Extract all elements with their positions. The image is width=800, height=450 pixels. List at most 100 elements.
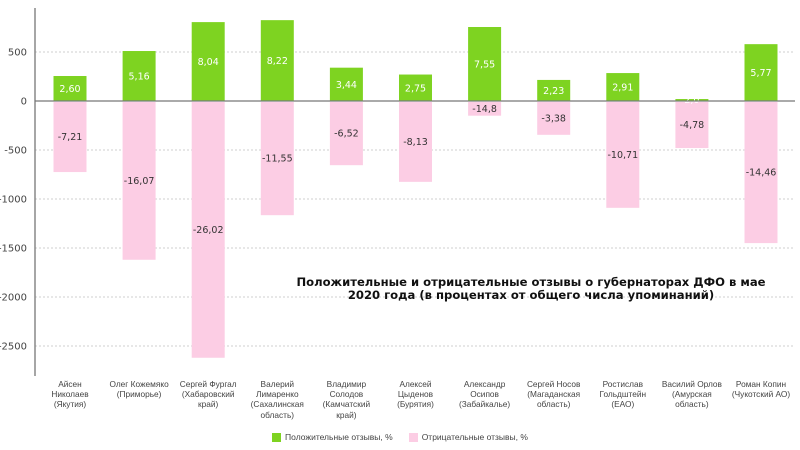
legend-label-negative: Отрицательные отзывы, %	[421, 432, 528, 442]
bar-positive	[122, 51, 156, 101]
bar-negative	[468, 102, 502, 116]
data-labels: 2,60 -7,21 5,16 -16,07 8,04 -26,02 8,22 -11,55 3…	[58, 56, 777, 236]
data-label-negative: -14,8	[472, 104, 497, 115]
x-tick-label-line: Валерий	[260, 379, 295, 389]
x-tick-label-line: Владимир	[326, 379, 367, 389]
data-label-positive: 7,55	[474, 60, 495, 71]
bar-negative	[675, 102, 709, 149]
x-tick-label-line: Осипов	[470, 389, 499, 400]
x-tick-label-line: край)	[198, 399, 219, 410]
bar-negative	[329, 102, 363, 166]
x-tick-label-line: Ростислав	[602, 379, 643, 389]
data-label-negative: -14,46	[746, 168, 777, 179]
x-tick-label-line: область)	[260, 409, 295, 420]
data-label-positive: 2,91	[612, 83, 633, 94]
data-label-negative: -8,13	[403, 137, 428, 148]
data-label-positive: 2,75	[405, 83, 426, 94]
data-label-positive: 8,04	[198, 57, 219, 68]
x-tick-label-line: (Чукотский АО)	[731, 389, 791, 400]
bar-positive	[191, 22, 225, 101]
y-tick-label: -1000	[0, 195, 27, 206]
data-label-negative: -4,78	[680, 120, 705, 131]
data-label-negative: -10,71	[607, 150, 638, 161]
x-tick-label-line: (Магаданская	[527, 389, 581, 400]
data-label-negative: -26,02	[193, 225, 224, 236]
bar-negative	[191, 102, 225, 358]
x-tick-label-line: (Забайкалье)	[459, 399, 511, 410]
bar-negative	[537, 102, 571, 135]
y-tick-label: -2500	[0, 342, 27, 353]
legend-label-positive: Положительные отзывы, %	[285, 432, 393, 442]
legend-item-positive: Положительные отзывы, %	[272, 432, 393, 442]
x-tick-label-line: Роман Копин	[735, 379, 787, 389]
bars: 2,0	[53, 20, 778, 358]
legend-swatch-positive	[272, 432, 282, 442]
bar-negative	[399, 102, 432, 182]
x-tick-label-line: Василий Орлов	[661, 379, 722, 389]
data-label-negative: -11,55	[262, 154, 293, 165]
x-tick-label-line: (ЕАО)	[611, 399, 635, 410]
data-label-negative: -6,52	[334, 129, 359, 140]
x-tick-label: Валерий Лимаренко (Сахалинская область)	[241, 379, 313, 420]
x-tick-label-line: Гольдштейн	[599, 389, 647, 400]
data-label-positive: 5,16	[129, 72, 150, 83]
bar-negative	[744, 102, 778, 244]
x-tick-label-line: Сергей Фургал	[179, 379, 237, 389]
x-tick-label-line: (Приморье)	[116, 389, 162, 400]
x-tick-label-line: Айсен	[58, 379, 82, 389]
x-tick-label: Ростислав Гольдштейн (ЕАО)	[587, 379, 659, 410]
bar-positive	[260, 20, 294, 101]
data-label-positive: 5,77	[750, 68, 771, 79]
x-tick-label: Александр Осипов (Забайкалье)	[449, 379, 521, 410]
x-tick-label: Сергей Носов (Магаданская область)	[518, 379, 590, 410]
x-tick-label-line: (Хабаровский	[181, 389, 235, 400]
bar-positive	[675, 99, 709, 101]
y-tick-label: 0	[21, 97, 27, 108]
x-tick-label-line: Николаев	[51, 389, 89, 400]
x-tick-label-line: Лимаренко	[256, 389, 299, 400]
x-tick-label: Роман Копин (Чукотский АО)	[725, 379, 797, 399]
bar-positive	[606, 73, 640, 101]
data-label-negative: -7,21	[58, 132, 83, 143]
x-tick-label-line: (Камчатский	[322, 399, 371, 410]
bar-positive	[744, 44, 778, 101]
data-label-positive: 8,22	[267, 56, 288, 67]
x-tick-label-line: край)	[336, 409, 357, 420]
y-tick-label: -1500	[0, 244, 27, 255]
bar-positive	[537, 79, 571, 101]
x-tick-label: Алексей Цыденов (Бурятия)	[380, 379, 452, 410]
x-tick-label: Олег Кожемяко (Приморье)	[103, 379, 175, 399]
bar-negative	[53, 102, 87, 173]
x-tick-label: Сергей Фургал (Хабаровский край)	[172, 379, 244, 410]
legend-item-negative: Отрицательные отзывы, %	[408, 432, 528, 442]
x-tick-label-line: Солодов	[329, 389, 364, 400]
x-tick-label-line: Олег Кожемяко	[109, 379, 169, 389]
bar-positive	[399, 74, 432, 101]
bar-positive	[53, 76, 87, 101]
x-tick-label-line: (Сахалинская	[250, 399, 304, 410]
bar-negative	[122, 102, 156, 260]
x-tick-label: Айсен Николаев (Якутия)	[34, 379, 106, 410]
y-axis-ticks: 500 0 -500 -1000 -1500 -2000 -2500	[0, 48, 27, 353]
x-tick-label-line: (Якутия)	[53, 399, 87, 410]
x-tick-label-line: Александр	[463, 379, 506, 389]
data-label-negative: -16,07	[124, 176, 155, 187]
x-tick-label-line: Цыденов	[397, 389, 434, 400]
data-label-positive: 3,44	[336, 80, 357, 91]
x-tick-label-line: (Бурятия)	[397, 399, 434, 410]
bar-positive	[329, 67, 363, 101]
x-tick-label: Владимир Солодов (Камчатский край)	[310, 379, 382, 420]
y-tick-label: -2000	[0, 293, 27, 304]
chart-title: Положительные и отрицательные отзывы о г…	[296, 275, 766, 302]
data-label-positive: 2,23	[543, 86, 564, 97]
x-tick-label: Василий Орлов (Амурская область)	[656, 379, 728, 410]
x-tick-label-line: область)	[675, 399, 709, 410]
x-tick-label-line: Алексей	[399, 379, 432, 389]
bar-negative	[606, 102, 640, 208]
data-label-positive: 2,60	[59, 84, 80, 95]
y-tick-label: -500	[4, 146, 27, 157]
x-tick-label-line: (Амурская	[671, 389, 712, 400]
bar-positive	[468, 27, 502, 101]
legend-swatch-negative	[408, 432, 418, 442]
